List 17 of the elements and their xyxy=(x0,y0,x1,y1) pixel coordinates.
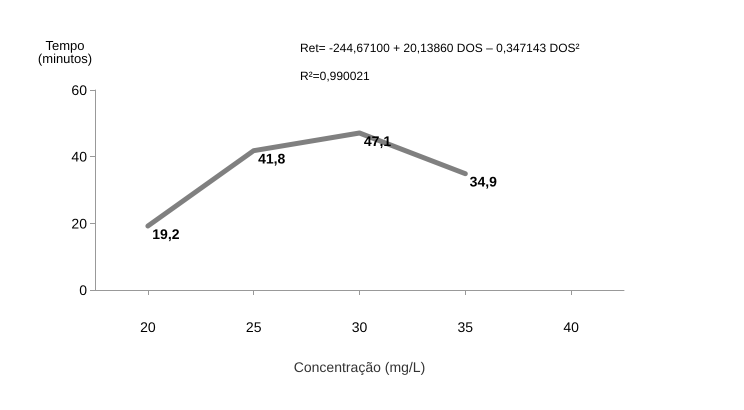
x-tick-label: 30 xyxy=(352,319,368,335)
data-label: 19,2 xyxy=(152,226,180,242)
data-label: 41,8 xyxy=(258,150,286,167)
data-label: 34,9 xyxy=(470,174,498,190)
data-label: 47,1 xyxy=(364,133,392,149)
x-tick-label: 35 xyxy=(458,319,474,335)
text: Ret= -244,67100 + 20,13860 DOS – 0,347143 DOS² xyxy=(300,41,580,55)
x-tick-label: 40 xyxy=(563,319,580,335)
y-tick-label: 60 xyxy=(71,82,88,98)
x-tick-label: 25 xyxy=(246,319,262,335)
y-axis-title: Tempo (minutos) xyxy=(38,38,92,66)
x-tick-label: 20 xyxy=(140,319,156,335)
y-tick-label: 0 xyxy=(79,282,88,298)
x-axis-title: Concentração (mg/L) xyxy=(294,359,426,375)
y-tick-label: 40 xyxy=(71,148,88,165)
text: R²=0,990021 xyxy=(300,69,370,83)
y-tick-label: 20 xyxy=(71,215,88,232)
